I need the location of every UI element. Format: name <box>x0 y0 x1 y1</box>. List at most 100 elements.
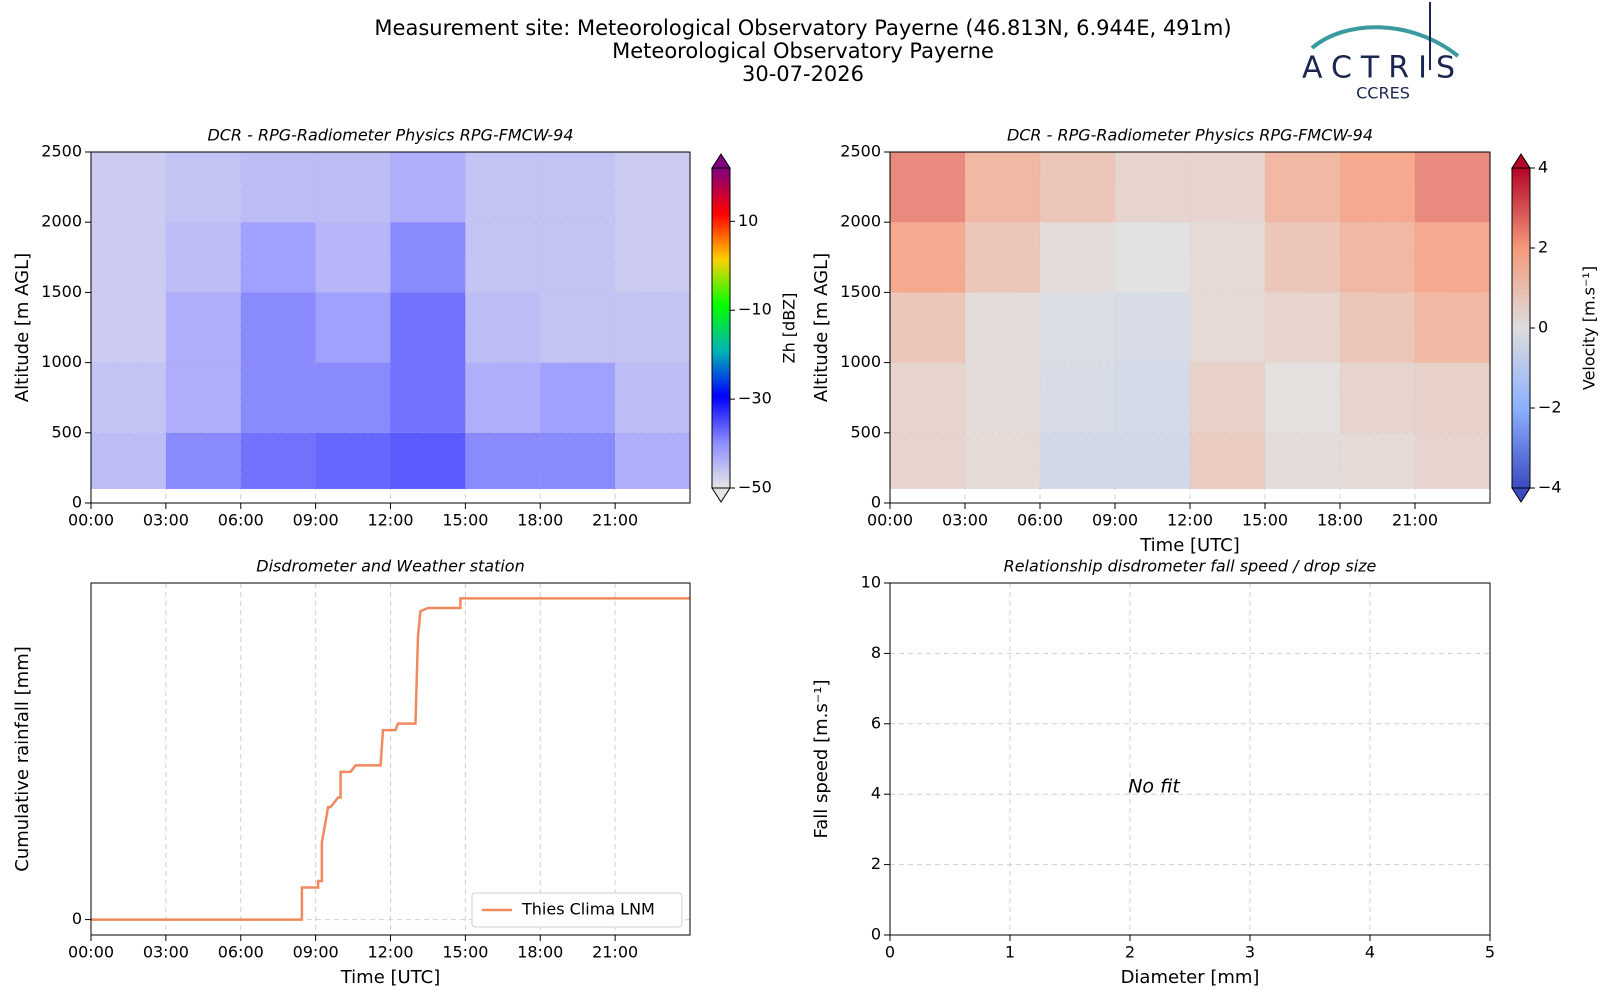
x-tick-label: 15:00 <box>442 943 488 962</box>
heatmap-cell <box>1415 222 1490 293</box>
y-axis-label: Altitude [m AGL] <box>811 253 832 402</box>
colorbar <box>711 167 731 489</box>
axes-frame <box>889 582 1491 936</box>
heatmap-cell <box>1340 362 1415 433</box>
heatmap-cell <box>240 432 316 489</box>
x-tick-label: 00:00 <box>68 943 114 962</box>
heatmap-cell <box>165 152 241 223</box>
panel: Thies Clima LNM 00:00 03:00 06:00 09:00 12:00… <box>12 557 691 988</box>
heatmap-cell <box>165 432 241 489</box>
heatmap-cell <box>315 152 391 223</box>
x-tick-label: 21:00 <box>592 943 638 962</box>
heatmap-cell <box>240 292 316 363</box>
y-tick-label: 1500 <box>41 282 82 301</box>
logo-name: ACTRIS <box>1302 51 1464 86</box>
y-axis-label: Fall speed [m.s⁻¹] <box>811 680 832 839</box>
heatmap-cell <box>1115 222 1190 293</box>
heatmap-cell <box>390 432 466 489</box>
x-tick-label: 18:00 <box>517 511 563 530</box>
heatmap-cell <box>315 362 391 433</box>
heatmap-cell <box>890 222 965 293</box>
heatmap-cell <box>1265 292 1340 363</box>
heatmap-cell <box>1115 292 1190 363</box>
x-axis-label: Time [UTC] <box>1139 535 1240 556</box>
colorbar-tick-label: 4 <box>1538 158 1548 177</box>
heatmap-cell <box>1115 362 1190 433</box>
colorbar-extend <box>711 153 731 169</box>
heatmap-cell <box>540 292 616 363</box>
x-tick-label: 12:00 <box>1167 511 1213 530</box>
legend-label: Thies Clima LNM <box>521 900 655 919</box>
colorbar-extend <box>711 487 731 503</box>
heatmap-cell <box>91 152 166 223</box>
line <box>91 597 690 921</box>
heatmap-cell <box>91 432 166 489</box>
x-tick-label: 03:00 <box>143 943 189 962</box>
y-tick-label: 2000 <box>840 212 881 231</box>
y-tick-label: 1000 <box>840 352 881 371</box>
heatmap-cell <box>1190 432 1265 489</box>
heatmap-cell <box>240 362 316 433</box>
heatmap-cell <box>1040 152 1115 223</box>
heatmap-cell <box>390 152 466 223</box>
heatmap-cell <box>1190 292 1265 363</box>
x-tick-label: 12:00 <box>367 943 413 962</box>
y-tick-label: 2500 <box>41 142 82 161</box>
colorbar-tick-label: −4 <box>1538 478 1562 497</box>
heatmap-cell <box>965 362 1040 433</box>
x-tick-label: 5 <box>1485 943 1495 962</box>
heatmap-cell <box>315 222 391 293</box>
heatmap-cell <box>1415 152 1490 223</box>
heatmap-cell <box>390 222 466 293</box>
x-tick-label: 00:00 <box>867 511 913 530</box>
x-tick-label: 4 <box>1365 943 1375 962</box>
heatmap-cell <box>1340 152 1415 223</box>
y-axis-label: Cumulative rainfall [mm] <box>12 646 33 872</box>
heatmap-cell <box>465 222 541 293</box>
x-tick-label: 0 <box>885 943 895 962</box>
heatmap-cell <box>965 152 1040 223</box>
x-tick-label: 21:00 <box>1392 511 1438 530</box>
heatmap-cell <box>540 222 616 293</box>
heatmap-cell <box>615 432 690 489</box>
y-tick-label: 1500 <box>840 282 881 301</box>
y-tick-label: 0 <box>72 493 82 512</box>
panel: −50 −30 −10 10 Zh [dBZ] 00:00 03:00 06:00 09:00 1… <box>12 126 799 530</box>
y-tick-label: 0 <box>871 493 881 512</box>
y-tick-label: 6 <box>871 713 881 732</box>
x-tick-label: 06:00 <box>218 943 264 962</box>
y-tick-label: 2 <box>871 854 881 873</box>
heatmap-cell <box>1265 362 1340 433</box>
heatmap-cell <box>465 362 541 433</box>
colorbar-tick-label: −50 <box>738 478 772 497</box>
y-tick-label: 2000 <box>41 212 82 231</box>
heatmap-cell <box>1190 362 1265 433</box>
heatmap-cell <box>965 432 1040 489</box>
x-tick-label: 09:00 <box>1092 511 1138 530</box>
annotation: No fit <box>1128 776 1181 798</box>
heatmap-cell <box>165 292 241 363</box>
legend-box <box>471 892 683 928</box>
heatmap-cell <box>390 292 466 363</box>
heatmap-cell <box>390 362 466 433</box>
heatmap-cell <box>91 292 166 363</box>
x-axis-label: Time [UTC] <box>340 967 441 988</box>
heatmap-cell <box>315 292 391 363</box>
x-tick-label: 06:00 <box>218 511 264 530</box>
heatmap-cell <box>165 362 241 433</box>
heatmap-cell <box>890 432 965 489</box>
heatmap-cell <box>1040 222 1115 293</box>
header-line: Measurement site: Meteorological Observa… <box>374 16 1231 40</box>
x-tick-label: 18:00 <box>517 943 563 962</box>
x-tick-label: 3 <box>1245 943 1255 962</box>
heatmap-cell <box>890 152 965 223</box>
heatmap-cell <box>315 432 391 489</box>
heatmap-cell <box>91 362 166 433</box>
colorbar-tick-label: −2 <box>1538 398 1562 417</box>
heatmap-cell <box>1115 152 1190 223</box>
heatmap-cell <box>1265 432 1340 489</box>
heatmap-cell <box>465 152 541 223</box>
heatmap-cell <box>615 292 690 363</box>
y-tick-label: 0 <box>72 909 82 928</box>
